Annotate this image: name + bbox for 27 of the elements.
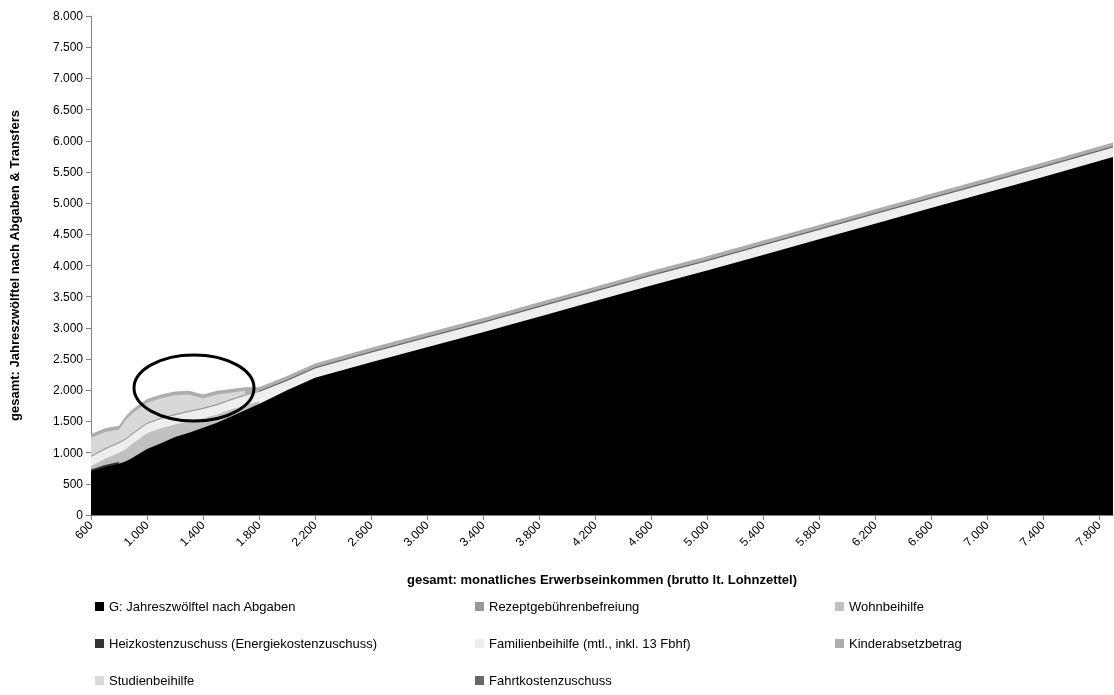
legend-label: Kinderabsetzbetrag [849,636,962,651]
legend-label: Fahrtkostenzuschuss [489,673,613,688]
y-tick-label: 6.500 [52,102,84,117]
legend-label: Familienbeihilfe (mtl., inkl. 13 Fbhf) [489,636,691,651]
y-tick-label: 5.000 [52,196,84,211]
y-tick-label: 5.500 [52,164,84,179]
y-tick-label: 1.500 [52,414,84,429]
y-tick-label: 3.000 [52,320,84,335]
legend-label: Studienbeihilfe [109,673,195,688]
legend-label: G: Jahreszwölftel nach Abgaben [109,599,296,614]
y-tick-label: 500 [62,476,84,491]
legend-label: Heizkostenzuschuss (Energiekostenzuschuss) [109,636,378,651]
y-tick-label: 3.500 [52,289,84,304]
y-tick-label: 8.000 [52,9,84,23]
y-tick-label: 7.000 [52,71,84,86]
y-tick-label: 4.500 [52,227,84,242]
legend-label: Wohnbeihilfe [849,599,924,614]
y-tick-label: 4.000 [52,258,84,273]
x-axis-title: gesamt: monatliches Erwerbseinkommen (brutto lt. Lohnzettel) [406,572,798,587]
y-axis-title: gesamt: Jahreszwölftel nach Abgaben & Transfers [7,110,22,421]
y-tick-label: 0 [76,508,84,522]
y-tick-label: 1.000 [52,445,84,460]
y-tick-label: 2.500 [52,352,84,367]
legend-label: Rezeptgebührenbefreiung [489,599,640,614]
y-tick-label: 2.000 [52,383,84,398]
y-tick-label: 7.500 [52,40,84,55]
y-tick-label: 6.000 [52,133,84,148]
